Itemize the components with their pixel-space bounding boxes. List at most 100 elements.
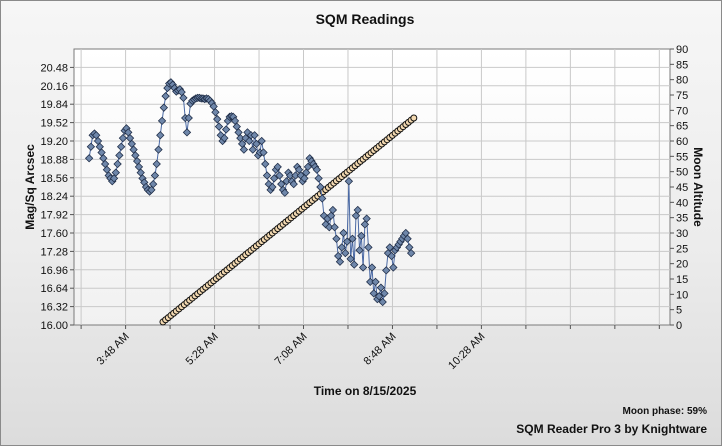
sqm-point (380, 289, 389, 298)
y2-tick-label: 45 (676, 182, 688, 194)
y2-tick-label: 40 (676, 197, 688, 209)
y-tick-label: 19.52 (40, 118, 68, 130)
sqm-point (351, 211, 361, 220)
sqm-point (252, 139, 261, 149)
moon-altitude-series (159, 114, 418, 326)
sqm-point (157, 116, 167, 126)
sqm-point (330, 223, 339, 232)
y-tick-label: 16.00 (40, 320, 68, 332)
sqm-point (364, 243, 373, 252)
sqm-point (355, 246, 364, 255)
sqm-point (328, 205, 338, 215)
y-tick-label: 17.28 (40, 246, 68, 258)
y2-tick-label: 75 (676, 90, 688, 102)
y-tick-label: 20.48 (40, 62, 68, 74)
y2-axis-title: Moon Altitude (691, 147, 705, 227)
sqm-point (358, 263, 368, 272)
y2-tick-label: 20 (676, 259, 688, 271)
sqm-point (149, 179, 158, 189)
sqm-point (184, 113, 193, 123)
sqm-point (214, 122, 224, 131)
moon-phase-label: Moon phase: 59% (623, 406, 708, 417)
y2-tick-label: 35 (676, 213, 688, 225)
sqm-point (259, 148, 268, 157)
y2-tick-label: 10 (676, 289, 688, 301)
y2-tick-label: 0 (676, 320, 682, 332)
sqm-point (318, 194, 327, 203)
sqm-point (341, 248, 350, 258)
sqm-point (113, 159, 122, 169)
sqm-point (342, 237, 352, 246)
grid-lines (74, 49, 670, 325)
y2-tick-label: 15 (676, 274, 688, 286)
sqm-point (362, 214, 371, 223)
sqm-point (353, 205, 362, 215)
y2-tick-label: 25 (676, 243, 688, 255)
sqm-point (389, 263, 398, 272)
x-tick-label: 10:28 AM (446, 331, 487, 372)
sqm-point (273, 162, 282, 172)
sqm-point (406, 248, 416, 258)
sqm-point (357, 231, 366, 241)
x-axis-title: Time on 8/15/2025 (314, 384, 417, 398)
y-axis-ticks: 16.00 16.32 16.64 16.96 17.28 17.60 17.92 18.24… (40, 62, 74, 332)
sqm-point (159, 103, 169, 112)
sqm-point (369, 289, 378, 298)
y2-tick-label: 60 (676, 136, 688, 148)
sqm-point (346, 254, 355, 264)
sqm-point (314, 174, 323, 183)
sqm-point (383, 248, 393, 258)
y-tick-label: 17.92 (40, 210, 68, 222)
y-tick-label: 16.96 (40, 265, 68, 277)
sqm-point (312, 165, 322, 174)
sqm-point (239, 145, 249, 154)
sqm-point (303, 162, 313, 172)
sqm-point (261, 159, 270, 169)
sqm-point (374, 292, 384, 301)
x-tick-label: 5:28 AM (184, 331, 221, 368)
moon-altitude-point (410, 114, 418, 122)
sqm-point (302, 168, 311, 177)
sqm-point (367, 263, 377, 272)
sqm-point (179, 93, 188, 103)
sqm-point (84, 154, 94, 163)
sqm-point (182, 128, 192, 137)
sqm-point (387, 251, 396, 261)
y2-axis-ticks: 0 5 10 15 20 25 30 35 40 45 50 55 60 65 70 75 80 85 90 (670, 44, 688, 332)
sqm-point (348, 234, 357, 243)
sqm-point (371, 277, 380, 287)
sqm-point (220, 133, 229, 143)
y-axis-title: Mag/Sq Arcsec (23, 144, 37, 230)
sqm-point (275, 171, 284, 180)
sqm-point (111, 168, 120, 177)
sqm-point (250, 131, 259, 140)
sqm-point (289, 179, 298, 189)
sqm-point (116, 142, 126, 151)
y2-tick-label: 90 (676, 44, 688, 56)
sqm-point (115, 151, 124, 160)
x-tick-label: 7:08 AM (273, 331, 310, 368)
sqm-point (211, 108, 220, 117)
y-tick-label: 18.56 (40, 173, 68, 185)
sqm-point (385, 243, 394, 252)
y2-tick-label: 50 (676, 167, 688, 179)
y2-tick-label: 80 (676, 75, 688, 87)
y2-tick-label: 55 (676, 151, 688, 163)
sqm-point (161, 91, 170, 101)
sqm-point (382, 266, 391, 275)
sqm-point (152, 159, 161, 169)
sqm-point (257, 136, 266, 146)
sqm-point (86, 142, 96, 151)
y-tick-label: 17.60 (40, 228, 68, 240)
sqm-point (268, 182, 277, 192)
sqm-point (262, 171, 272, 180)
y-tick-label: 18.24 (40, 191, 68, 203)
y-tick-label: 18.88 (40, 154, 68, 166)
sqm-point (378, 297, 387, 307)
sqm-point (337, 243, 346, 252)
x-tick-label: 3:48 AM (95, 331, 132, 368)
sqm-point (360, 220, 370, 229)
y2-tick-label: 5 (676, 305, 682, 317)
